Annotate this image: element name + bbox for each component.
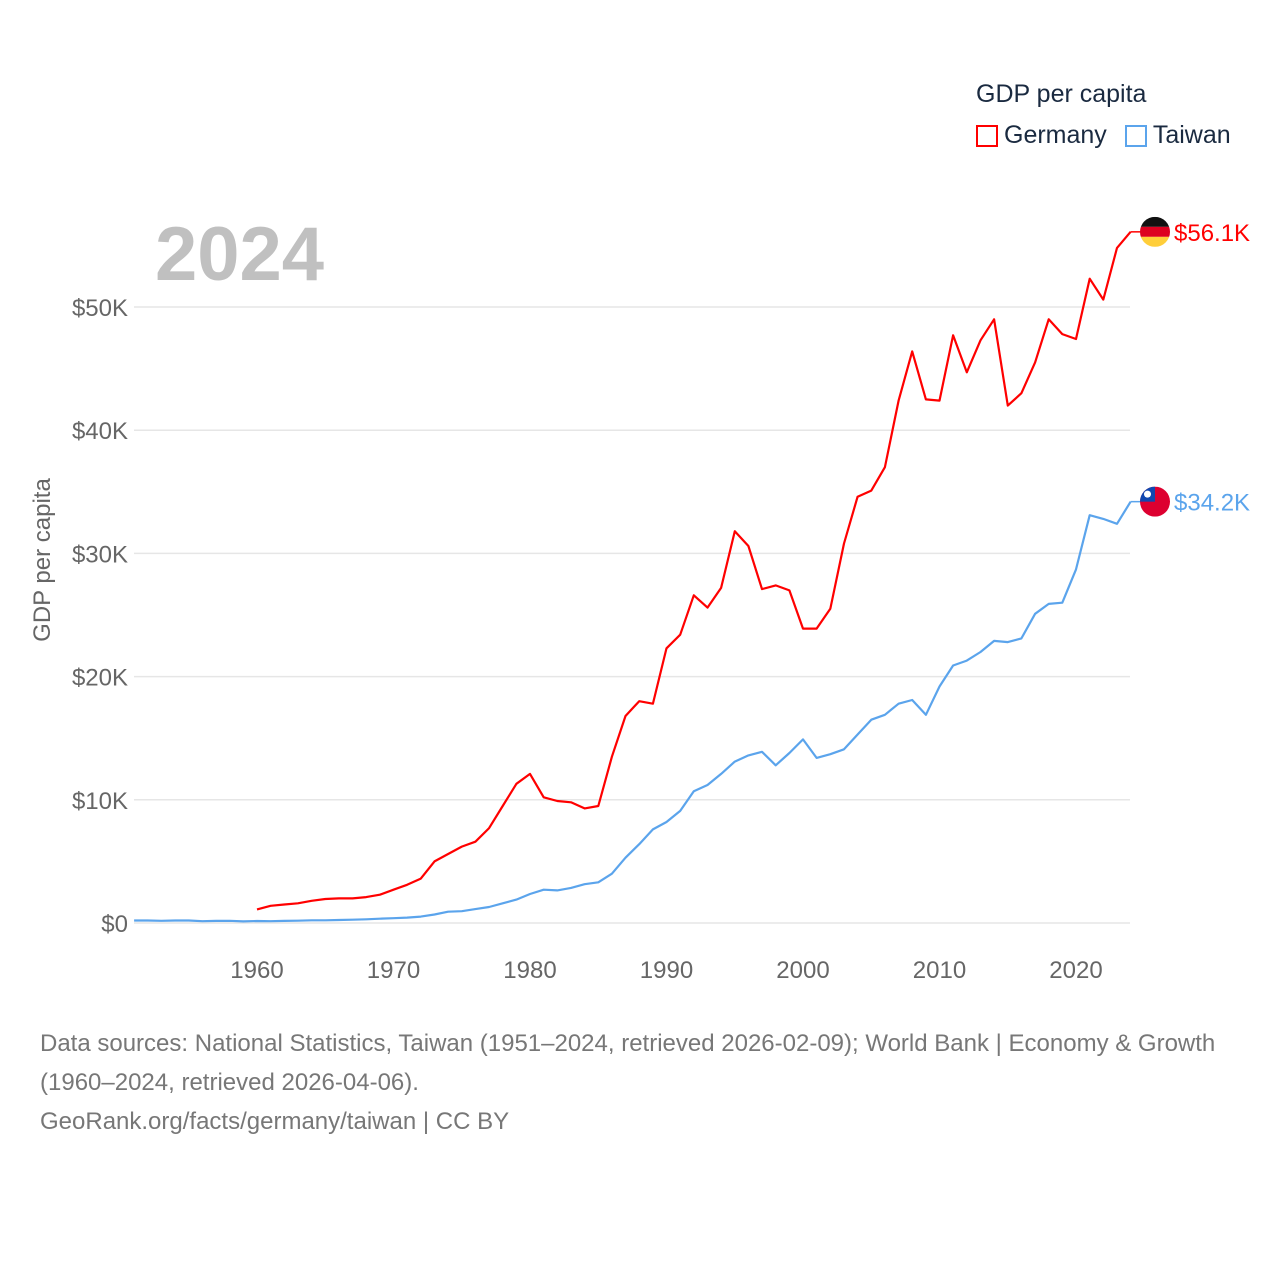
taiwan-flag-icon [1140,486,1170,517]
y-tick-label: $40K [72,418,128,445]
y-tick-label: $20K [72,665,128,692]
year-label: 2024 [155,212,324,297]
series-line-taiwan [134,501,1132,923]
x-tick-label: 1980 [503,957,556,984]
credit-link[interactable]: GeoRank.org/facts/germany/taiwan | CC BY [40,1108,510,1135]
x-tick-label: 1960 [230,957,283,984]
end-value-label-germany: $56.1K [1174,220,1250,247]
data-sources: Data sources: National Statistics, Taiwa… [40,1030,1216,1096]
x-tick-label: 1970 [367,957,420,984]
y-tick-label: $0 [101,911,128,938]
footer: Data sources: National Statistics, Taiwa… [40,1024,1240,1141]
legend-title: GDP per capita [976,80,1147,108]
y-tick-label: $10K [72,788,128,815]
series-line-germany [256,231,1132,911]
germany-flag-icon [1140,216,1170,247]
x-tick-label: 2000 [776,957,829,984]
x-tick-label: 2010 [913,957,966,984]
legend-label-germany: Germany [1004,121,1107,149]
y-tick-label: $30K [72,541,128,568]
x-tick-label: 2020 [1049,957,1102,984]
end-value-label-taiwan: $34.2K [1174,490,1250,517]
legend-label-taiwan: Taiwan [1152,121,1231,149]
legend: GDP per capita Germany Taiwan [976,80,1231,150]
taiwan-swatch-icon [1124,124,1147,147]
y-axis-label: GDP per capita [29,478,56,642]
legend-item-germany[interactable]: Germany [976,121,1107,150]
x-tick-label: 1990 [640,957,693,984]
y-tick-label: $50K [72,295,128,322]
germany-swatch-icon [976,124,998,147]
legend-item-taiwan[interactable]: Taiwan [1124,121,1231,150]
